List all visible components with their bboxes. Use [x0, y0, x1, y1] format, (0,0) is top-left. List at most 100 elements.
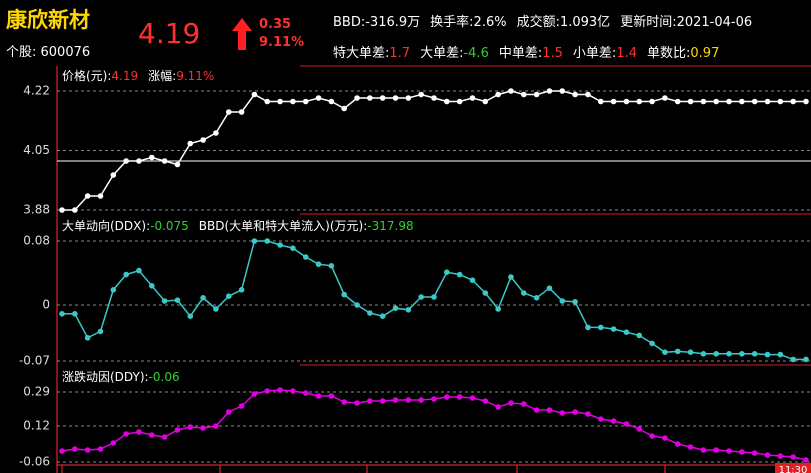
data-point: [687, 444, 694, 450]
data-point: [277, 387, 283, 393]
data-point: [264, 238, 271, 244]
data-point: [444, 394, 450, 400]
data-point: [508, 274, 514, 280]
data-point: [367, 310, 373, 316]
data-point: [238, 403, 245, 409]
data-point: [674, 98, 681, 105]
data-point: [508, 88, 514, 94]
data-point: [84, 193, 91, 199]
data-point: [495, 91, 501, 98]
data-point: [456, 98, 463, 105]
data-point: [751, 98, 758, 105]
data-point: [431, 294, 437, 300]
data-point: [687, 98, 694, 105]
y-tick-label: 0.29: [23, 385, 50, 399]
data-point: [97, 193, 104, 199]
data-point: [264, 388, 271, 394]
data-point: [213, 130, 219, 136]
stat-label: BBD:: [333, 15, 366, 30]
data-point: [533, 295, 540, 301]
data-point: [482, 290, 489, 296]
data-point: [520, 401, 527, 407]
y-tick-label: 4.05: [23, 143, 50, 157]
time-box: [775, 463, 811, 473]
data-point: [200, 425, 206, 431]
legend: 大单动向(DDX):-0.075 BBD(大单和特大单流入)(万元):-317.9…: [62, 218, 414, 233]
data-point: [225, 293, 232, 300]
data-point: [456, 271, 463, 278]
data-point: [136, 158, 142, 164]
data-point: [777, 351, 784, 358]
data-point: [264, 98, 271, 105]
data-point: [354, 400, 360, 406]
data-point: [315, 95, 322, 101]
data-point: [148, 283, 155, 289]
series-line: [62, 240, 806, 361]
legend-value: -0.06: [149, 370, 180, 384]
data-point: [315, 261, 322, 268]
data-point: [110, 287, 117, 293]
data-point: [225, 409, 232, 415]
data-point: [418, 294, 424, 300]
data-point: [777, 98, 784, 105]
data-point: [469, 95, 476, 101]
y-tick-label: 3.88: [23, 203, 50, 217]
stat-value: 1.5: [542, 46, 563, 61]
stat-label: 换手率:: [430, 15, 474, 30]
data-point: [405, 95, 412, 101]
data-point: [110, 440, 117, 446]
arrow-shape: [232, 18, 252, 50]
data-point: [559, 298, 566, 304]
stat-label: 大单差:: [420, 46, 464, 61]
legend: 涨跌动因(DDY):-0.06: [62, 369, 180, 384]
y-tick-label: -0.07: [19, 354, 50, 368]
legend-value: 4.19: [111, 69, 138, 83]
data-point: [405, 307, 412, 313]
data-point: [751, 450, 758, 456]
data-point: [662, 435, 668, 441]
data-point: [136, 267, 142, 274]
data-point: [161, 158, 168, 164]
data-point: [84, 335, 91, 341]
data-point: [572, 91, 578, 98]
legend-label: 大单动向(DDX):: [62, 218, 150, 233]
legend-label: 涨幅:: [148, 68, 176, 83]
data-point: [59, 311, 65, 317]
stat-value: 1.7: [389, 46, 411, 61]
data-point: [610, 418, 617, 424]
data-point: [764, 452, 771, 458]
data-point: [123, 431, 129, 437]
data-point: [354, 95, 360, 101]
legend-value: -317.98: [367, 219, 413, 233]
data-point: [213, 306, 219, 312]
data-point: [251, 91, 258, 98]
data-point: [739, 98, 745, 105]
data-point: [495, 306, 501, 312]
data-point: [546, 407, 553, 413]
data-point: [213, 423, 219, 429]
data-point: [72, 311, 78, 317]
data-point: [585, 324, 591, 331]
data-point: [726, 448, 732, 454]
data-point: [649, 340, 655, 347]
data-point: [546, 88, 553, 94]
stat-label: 单数比:: [647, 46, 691, 61]
y-tick-label: -0.06: [19, 455, 50, 469]
data-point: [367, 95, 373, 101]
data-point: [59, 448, 65, 454]
data-point: [649, 98, 655, 105]
legend: 价格(元):4.19 涨幅:9.11%: [62, 68, 214, 83]
data-point: [687, 349, 694, 356]
data-point: [315, 393, 322, 399]
stock-code: 个股: 600076: [6, 45, 91, 60]
data-point: [533, 407, 540, 413]
legend-value: -0.075: [150, 219, 189, 233]
data-point: [674, 441, 681, 447]
data-point: [72, 446, 78, 452]
data-point: [508, 400, 514, 406]
stats-row-2: 特大单差:1.7 大单差:-4.6 中单差:1.5 小单差:1.4 单数比:0.97: [333, 42, 719, 61]
data-point: [392, 305, 399, 312]
data-point: [200, 137, 206, 143]
stat-label: 成交额:: [516, 15, 560, 30]
data-point: [444, 269, 450, 276]
